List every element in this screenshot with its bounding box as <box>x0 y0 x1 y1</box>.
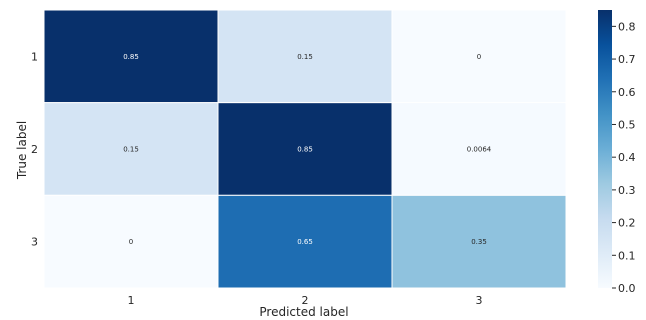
x-tick-label: 2 <box>302 294 309 307</box>
x-tick-label: 1 <box>128 294 135 307</box>
cell-value-label: 0.0064 <box>467 146 492 154</box>
colorbar-tick-label: 0.4 <box>618 151 636 164</box>
colorbar-tick-label: 0.2 <box>618 217 636 230</box>
x-tick-label: 3 <box>476 294 483 307</box>
heatmap-cell-3-1 <box>43 194 219 289</box>
heatmap-cells <box>43 9 567 289</box>
heatmap-cell-2-3 <box>391 102 567 196</box>
heatmap-cell-3-3 <box>391 194 567 289</box>
y-tick-label: 3 <box>31 236 38 249</box>
colorbar-tick-label: 0.8 <box>618 20 636 33</box>
cell-value-label: 0.15 <box>297 53 313 61</box>
x-axis-label: Predicted label <box>259 305 348 319</box>
colorbar-tick-label: 0.0 <box>618 282 636 295</box>
colorbar-gradient <box>598 10 612 288</box>
colorbar: 0.0 0.1 0.2 0.3 0.4 0.5 0.6 0.7 0.8 <box>598 10 636 295</box>
cell-value-label: 0 <box>477 53 481 61</box>
colorbar-tick-label: 0.1 <box>618 249 636 262</box>
cell-value-label: 0.85 <box>123 53 139 61</box>
heatmap-cell-1-1 <box>43 9 219 104</box>
y-axis-ticks: 1 2 3 <box>31 50 38 248</box>
heatmap-cell-1-2 <box>217 9 393 104</box>
heatmap-cell-2-1 <box>43 102 219 196</box>
cell-value-label: 0.35 <box>471 238 487 246</box>
cell-value-label: 0 <box>129 238 133 246</box>
colorbar-tick-label: 0.7 <box>618 53 636 66</box>
cell-value-label: 0.15 <box>123 146 139 154</box>
colorbar-tick-label: 0.6 <box>618 86 636 99</box>
heatmap-cell-2-2 <box>217 102 393 196</box>
colorbar-tick-label: 0.3 <box>618 184 636 197</box>
cell-value-label: 0.65 <box>297 238 313 246</box>
cell-value-label: 0.85 <box>297 146 313 154</box>
y-tick-label: 2 <box>31 143 38 156</box>
y-tick-label: 1 <box>31 50 38 63</box>
heatmap-cell-labels: 0.85 0.15 0 0.15 0.85 0.0064 0 0.65 0.35 <box>123 53 492 246</box>
y-axis-label: True label <box>15 121 29 180</box>
heatmap-cell-1-3 <box>391 9 567 104</box>
heatmap-cell-3-2 <box>217 194 393 289</box>
colorbar-tick-label: 0.5 <box>618 118 636 131</box>
x-axis-ticks: 1 2 3 <box>128 294 483 307</box>
colorbar-ticks: 0.0 0.1 0.2 0.3 0.4 0.5 0.6 0.7 0.8 <box>612 20 636 295</box>
